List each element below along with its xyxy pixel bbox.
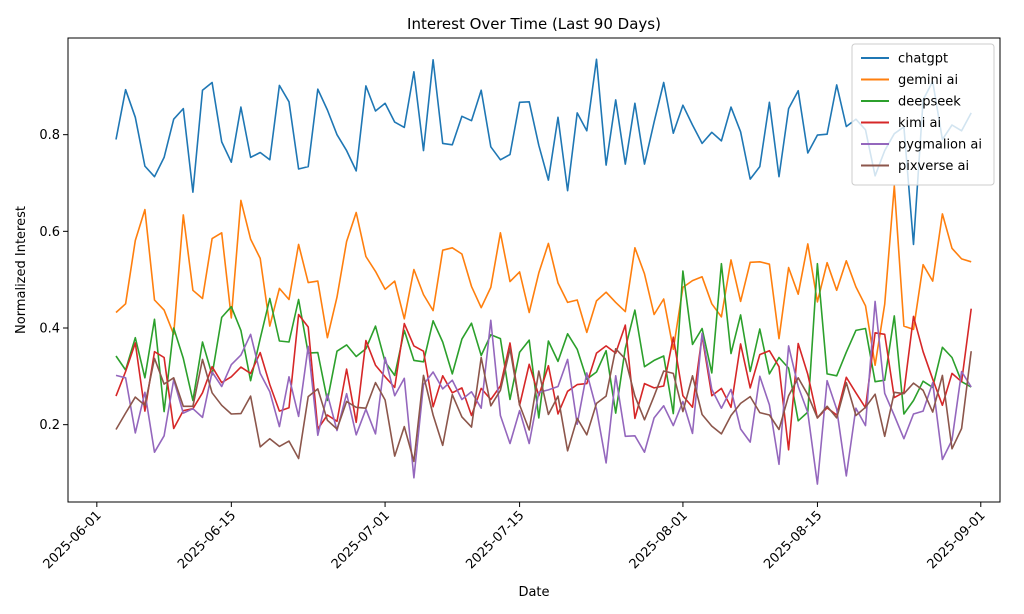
x-tick-label: 2025-07-01 [329, 508, 393, 572]
plot-frame [67, 37, 1001, 503]
y-tick-label: 0.2 [39, 418, 60, 433]
y-tick-label: 0.4 [39, 322, 60, 337]
series-line-chatgpt [115, 58, 972, 246]
legend-label: pygmalion ai [898, 138, 982, 153]
x-tick-label: 2025-09-01 [925, 508, 989, 572]
legend-label: deepseek [898, 95, 961, 110]
y-axis-label: Normalized Interest [14, 206, 29, 334]
y-tick-label: 0.8 [39, 128, 60, 143]
series-line-pixverse-ai [115, 347, 972, 463]
x-tick-label: 2025-07-15 [463, 508, 527, 572]
series-line-gemini-ai [115, 185, 972, 367]
legend-label: chatgpt [898, 52, 948, 67]
x-tick-label: 2025-06-01 [41, 508, 105, 572]
x-tick-label: 2025-08-01 [627, 508, 691, 572]
x-tick-label: 2025-08-15 [761, 508, 825, 572]
x-axis-label: Date [518, 585, 549, 600]
chart-title: Interest Over Time (Last 90 Days) [407, 15, 661, 33]
legend-label: kimi ai [898, 116, 941, 131]
x-tick-label: 2025-06-15 [175, 508, 239, 572]
series-line-kimi-ai [115, 308, 972, 451]
legend-label: pixverse ai [898, 159, 969, 174]
y-tick-label: 0.6 [39, 225, 60, 240]
legend: chatgpt gemini ai deepseek kimi ai pygmalion… [851, 43, 995, 186]
legend-label: gemini ai [898, 73, 958, 88]
